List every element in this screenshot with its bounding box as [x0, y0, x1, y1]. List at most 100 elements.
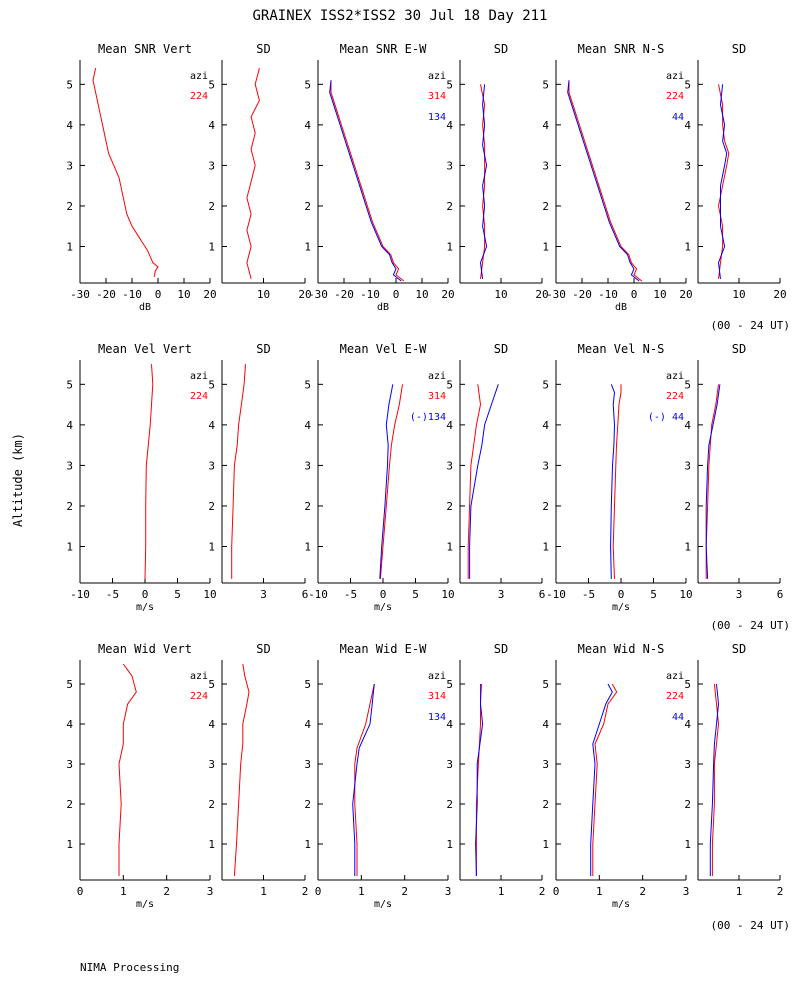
- x-tick-label: 0: [393, 288, 400, 301]
- legend-entry: 134: [428, 112, 446, 123]
- y-tick-label: 3: [208, 459, 215, 472]
- legend-entry: 224: [190, 391, 208, 402]
- panel-title: SD: [256, 642, 270, 656]
- y-tick-label: 5: [542, 78, 549, 91]
- y-tick-label: 5: [684, 378, 691, 391]
- x-tick-label: 3: [445, 885, 452, 898]
- y-tick-label: 5: [684, 78, 691, 91]
- y-tick-label: 4: [208, 718, 215, 731]
- legend-entry: 314: [428, 691, 446, 702]
- legend-entry: 224: [666, 691, 684, 702]
- y-tick-label: 5: [208, 678, 215, 691]
- series-line-224: [246, 67, 260, 280]
- y-tick-label: 3: [304, 459, 311, 472]
- x-tick-label: -20: [572, 288, 592, 301]
- x-tick-label: 20: [679, 288, 692, 301]
- x-tick-label: 20: [298, 288, 311, 301]
- y-tick-label: 4: [684, 119, 691, 132]
- x-tick-label: 3: [498, 588, 505, 601]
- y-tick-label: 1: [66, 838, 73, 851]
- x-tick-label: -10: [546, 588, 566, 601]
- panel-title: Mean SNR Vert: [98, 42, 192, 56]
- panel-title: SD: [256, 342, 270, 356]
- panel-title: Mean Vel Vert: [98, 342, 192, 356]
- y-tick-label: 3: [446, 159, 453, 172]
- x-tick-label: 10: [441, 588, 454, 601]
- panel-snr-vert: Mean SNR Vert 1 2 3 4 5 -30 -20 -10 0 10 20 dB azi 224: [66, 42, 216, 313]
- x-tick-label: 20: [203, 288, 216, 301]
- series-line-224: [118, 663, 137, 876]
- y-tick-label: 5: [446, 378, 453, 391]
- y-tick-label: 2: [304, 200, 311, 213]
- panel-title: Mean SNR E-W: [340, 42, 427, 56]
- panel-vel-vert: Mean Vel Vert 1 2 3 4 5 -10 -5 0 5 10 m/s azi 224: [66, 342, 216, 613]
- panel-title: SD: [494, 42, 508, 56]
- series-line-134: [475, 683, 484, 877]
- series-line-44: [610, 384, 616, 579]
- x-axis-label: dB: [139, 302, 151, 313]
- panel-wid-ns-sd: SD 1 2 3 4 5 1 2: [684, 642, 783, 898]
- x-tick-label: 10: [494, 288, 507, 301]
- panel-title: SD: [494, 342, 508, 356]
- legend-entry: 44: [672, 712, 684, 723]
- y-tick-label: 1: [684, 241, 691, 254]
- x-tick-label: -30: [70, 288, 90, 301]
- panel-snr-ew-sd: SD 1 2 3 4 5 10 20: [446, 42, 548, 301]
- y-tick-label: 1: [684, 838, 691, 851]
- y-tick-label: 1: [66, 241, 73, 254]
- x-tick-label: 2: [639, 885, 646, 898]
- legend-entry: (-)134: [410, 412, 446, 423]
- y-tick-label: 4: [446, 419, 453, 432]
- panel-title: Mean Wid N-S: [578, 642, 665, 656]
- y-tick-label: 3: [542, 459, 549, 472]
- x-tick-label: 3: [683, 885, 690, 898]
- y-tick-label: 2: [542, 200, 549, 213]
- series-line-224: [717, 84, 730, 279]
- panel-title: SD: [494, 642, 508, 656]
- legend-header: azi: [428, 71, 446, 82]
- x-tick-label: -20: [334, 288, 354, 301]
- y-tick-label: 2: [542, 798, 549, 811]
- y-tick-label: 1: [208, 241, 215, 254]
- y-tick-label: 2: [66, 200, 73, 213]
- x-tick-label: 0: [142, 588, 149, 601]
- x-tick-label: 10: [177, 288, 190, 301]
- y-tick-label: 4: [542, 718, 549, 731]
- legend-entry: 44: [672, 112, 684, 123]
- y-tick-label: 5: [66, 378, 73, 391]
- y-tick-label: 2: [66, 798, 73, 811]
- x-tick-label: 10: [203, 588, 216, 601]
- panel-title: Mean Wid Vert: [98, 642, 192, 656]
- time-note-row2: (00 - 24 UT): [711, 619, 790, 632]
- x-tick-label: 3: [260, 588, 267, 601]
- y-axis-label: Altitude (km): [11, 433, 25, 527]
- legend-entry: 314: [428, 391, 446, 402]
- series-line-224: [568, 80, 643, 282]
- y-tick-label: 2: [66, 500, 73, 513]
- x-tick-label: 0: [315, 885, 322, 898]
- series-line-44: [717, 84, 728, 279]
- y-tick-label: 4: [66, 718, 73, 731]
- legend-header: azi: [428, 371, 446, 382]
- y-tick-label: 4: [66, 419, 73, 432]
- legend-header: azi: [190, 71, 208, 82]
- footer-label: NIMA Processing: [80, 961, 179, 974]
- x-tick-label: 0: [553, 885, 560, 898]
- x-tick-label: -5: [582, 588, 595, 601]
- series-line-224: [92, 67, 159, 278]
- x-tick-label: 0: [77, 885, 84, 898]
- x-tick-label: -10: [308, 588, 328, 601]
- x-axis-label: dB: [377, 302, 389, 313]
- series-line-134: [352, 683, 375, 876]
- x-tick-label: 1: [736, 885, 743, 898]
- series-line-134: [479, 84, 488, 279]
- panel-vel-ns: Mean Vel N-S 1 2 3 4 5 -10 -5 0 5 10 m/s azi 224 (-) 4…: [542, 342, 692, 613]
- x-axis-label: m/s: [136, 899, 154, 910]
- y-tick-label: 3: [304, 758, 311, 771]
- y-tick-label: 2: [304, 500, 311, 513]
- y-tick-label: 4: [684, 718, 691, 731]
- series-line-44: [590, 683, 613, 876]
